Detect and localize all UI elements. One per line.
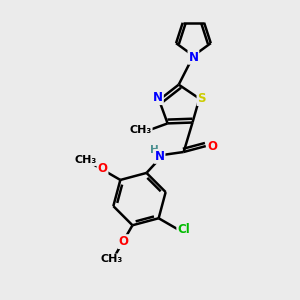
Text: CH₃: CH₃ [100,254,123,265]
Text: Cl: Cl [177,223,190,236]
Text: N: N [153,91,163,104]
Text: O: O [119,235,129,248]
Text: CH₃: CH₃ [129,125,152,136]
Text: S: S [197,92,206,105]
Text: H: H [150,145,159,154]
Text: O: O [207,140,217,153]
Text: CH₃: CH₃ [75,155,97,165]
Text: O: O [98,162,107,175]
Text: N: N [188,51,198,64]
Text: N: N [154,150,164,163]
